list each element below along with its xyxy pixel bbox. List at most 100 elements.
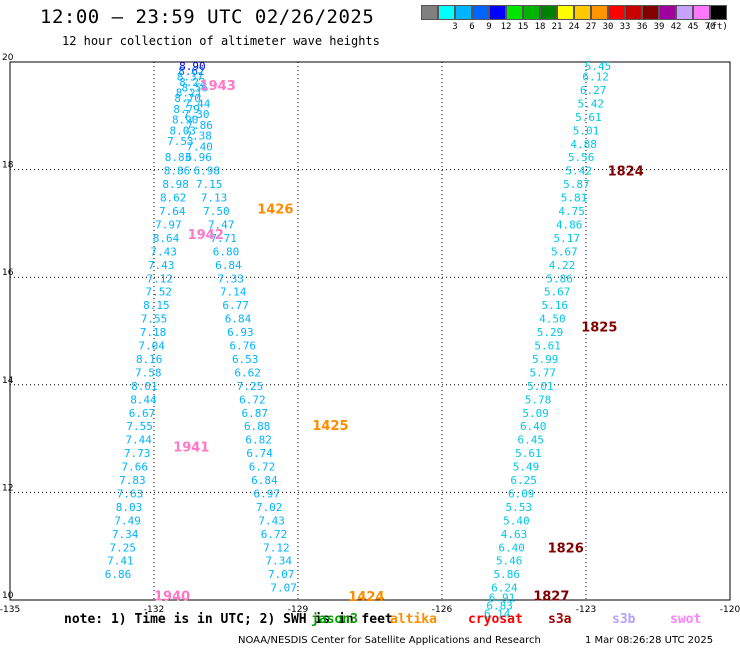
wave-height-label: 8.16	[136, 353, 163, 366]
wave-height-label: 7.43	[148, 259, 175, 272]
wave-height-label: 6.12	[582, 71, 609, 84]
wave-height-label: 8.64	[153, 232, 180, 245]
pass-time-label: 1827	[533, 590, 569, 605]
wave-height-label: 6.72	[249, 461, 276, 474]
wave-height-label: 6.72	[239, 393, 266, 406]
legend-label: 18	[534, 22, 546, 32]
legend-swatch	[421, 5, 438, 20]
wave-height-label: 7.66	[122, 461, 149, 474]
wave-height-label: 7.52	[146, 286, 173, 299]
wave-height-label: 8.21	[176, 87, 203, 100]
wave-height-label: 5.45	[585, 60, 612, 73]
wave-height-label: 5.16	[542, 299, 569, 312]
legend-label: 9	[486, 22, 492, 32]
legend-swatch	[676, 5, 693, 20]
wave-height-label: 6.14	[484, 607, 511, 620]
wave-height-label: 7.30	[183, 108, 210, 121]
wave-height-label: 8.86	[164, 165, 191, 178]
credit-line: NOAA/NESDIS Center for Satellite Applica…	[238, 635, 541, 646]
wave-height-label: 6.82	[245, 434, 272, 447]
wave-height-label: 8.62	[160, 192, 187, 205]
legend-swatch	[625, 5, 642, 20]
satellite-altika: altika	[390, 612, 437, 627]
wave-height-label: 7.15	[196, 178, 223, 191]
x-tick-label: -123	[576, 605, 596, 615]
legend-swatch	[591, 5, 608, 20]
wave-height-label: 6.74	[246, 447, 273, 460]
legend-swatch	[472, 5, 489, 20]
wave-height-label: 7.13	[201, 192, 228, 205]
wave-height-label: 4.88	[570, 138, 597, 151]
x-tick-label: -129	[288, 605, 309, 615]
wave-height-label: 6.83	[486, 599, 513, 612]
legend-label: 6	[469, 22, 475, 32]
wave-height-label: 6.93	[227, 326, 254, 339]
wave-height-label: 8.03	[116, 501, 143, 514]
wave-height-label: 5.42	[566, 165, 593, 178]
wave-height-label: 5.29	[537, 326, 564, 339]
wave-height-label: 7.64	[159, 205, 186, 218]
legend-label: 70	[704, 22, 716, 32]
wave-height-label: 7.71	[210, 232, 237, 245]
wave-height-label: 6.84	[215, 259, 242, 272]
time-labels: 1943 1942 1941 1940 1426 1425 1424 1824 1825 1826…	[154, 79, 644, 605]
wave-height-label: 6.91	[489, 591, 516, 604]
y-tick-label: 10	[2, 591, 14, 601]
axis-ticks: -135 -132 -129 -126 -123 -120 10 12 14 16 18 20	[0, 53, 740, 615]
data-points: 8.908.628.378.228.568.218.707.448.797.30…	[105, 60, 612, 621]
wave-height-label: 8.70	[174, 92, 201, 105]
wave-height-label: 6.53	[232, 353, 259, 366]
wave-height-label: 7.40	[186, 140, 213, 153]
wave-height-label: 7.41	[107, 555, 134, 568]
pass-time-label: 1942	[188, 228, 224, 243]
legend-label: 3	[452, 22, 458, 32]
grid	[10, 62, 730, 600]
legend-swatch	[710, 5, 727, 20]
legend-swatch	[455, 5, 472, 20]
plot-frame	[9, 61, 731, 601]
wave-height-label: 6.77	[222, 299, 249, 312]
wave-height-label: 8.79	[173, 103, 200, 116]
wave-height-label: 6.25	[510, 474, 537, 487]
wave-height-label: 4.22	[549, 259, 576, 272]
wave-height-label: 8.90	[179, 60, 206, 73]
wave-height-label: 4.75	[558, 205, 585, 218]
wave-height-label: 8.44	[130, 393, 157, 406]
satellite-swot: swot	[670, 612, 702, 627]
wave-height-label: 7.25	[110, 541, 137, 554]
wave-height-label: 8.22	[179, 76, 206, 89]
legend-label: 27	[585, 22, 597, 32]
wave-height-label: 7.34	[266, 555, 293, 568]
wave-height-label: 6.09	[508, 487, 535, 500]
series-s3a: 5.456.126.275.425.615.014.885.565.425.87…	[484, 60, 611, 621]
legend-swatch	[659, 5, 676, 20]
legend-label: 39	[653, 22, 665, 32]
satellite-s3a: s3a	[548, 612, 572, 627]
wave-height-label: 5.40	[503, 514, 530, 527]
legend-swatch	[608, 5, 625, 20]
note-text: note: 1) Time is in UTC; 2) SWH is in fe…	[64, 612, 393, 627]
wave-height-label: 7.38	[185, 130, 212, 143]
generated-timestamp: 1 Mar 08:26:28 UTC 2025	[585, 635, 714, 646]
legend-swatch	[642, 5, 659, 20]
wave-height-label: 6.88	[244, 420, 271, 433]
wave-height-label: 8.62	[178, 65, 205, 78]
y-tick-label: 20	[2, 53, 14, 63]
wave-height-label: 8.90	[172, 114, 199, 127]
wave-height-label: 8.56	[182, 81, 209, 94]
wave-height-label: 7.55	[126, 420, 153, 433]
wave-height-label: 5.81	[561, 192, 588, 205]
wave-height-label: 7.12	[147, 272, 174, 285]
wave-height-label: 7.04	[138, 340, 165, 353]
wave-height-label: 6.76	[230, 340, 257, 353]
legend-swatch	[506, 5, 523, 20]
wave-height-label: 7.58	[135, 366, 162, 379]
wave-height-label: 6.98	[194, 165, 221, 178]
wave-height-label: 6.84	[251, 474, 278, 487]
wave-height-label: 7.12	[263, 541, 290, 554]
x-tick-label: -120	[720, 605, 740, 615]
legend-label: 21	[551, 22, 563, 32]
wave-height-label: 6.67	[129, 407, 156, 420]
wave-height-label: 5.61	[534, 340, 561, 353]
wave-height-label: 7.73	[124, 447, 151, 460]
